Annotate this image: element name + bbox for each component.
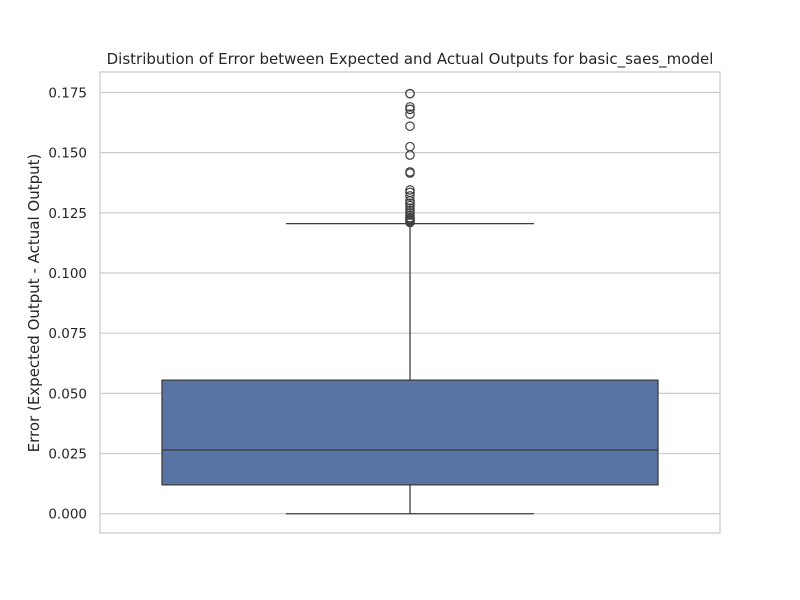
y-axis-label: Error (Expected Output - Actual Output) (25, 154, 43, 453)
y-tick-label: 0.050 (48, 386, 87, 402)
outlier-point (405, 88, 415, 99)
y-tick-label: 0.025 (48, 447, 87, 463)
outlier-point (405, 185, 415, 195)
outlier-point (405, 200, 415, 211)
outlier-point (405, 104, 415, 115)
plot-frame (99, 71, 721, 534)
y-tick-label: 0.175 (48, 85, 87, 101)
outlier-point (405, 187, 415, 198)
outlier-point (405, 210, 415, 221)
outlier-point (405, 102, 415, 112)
chart-title: Distribution of Error between Expected a… (107, 50, 714, 69)
y-tick-label: 0.000 (48, 507, 87, 523)
outlier-point (405, 191, 415, 201)
outlier-points (405, 88, 415, 228)
y-axis-ticks: 0.000 0.025 0.050 0.075 0.100 0.125 0.150 0.175 (48, 85, 87, 522)
outlier-point (405, 121, 415, 131)
interquartile-box (161, 379, 659, 486)
box-plot (161, 223, 659, 515)
outlier-point (405, 198, 415, 208)
outlier-point (405, 167, 415, 177)
y-tick-label: 0.125 (48, 206, 87, 222)
outlier-point (405, 203, 415, 213)
outlier-point (405, 205, 415, 216)
outlier-point (405, 208, 415, 218)
y-tick-label: 0.100 (48, 266, 87, 282)
y-tick-label: 0.075 (48, 326, 87, 342)
y-tick-label: 0.150 (48, 146, 87, 162)
outlier-point (405, 109, 415, 119)
outlier-point (405, 141, 415, 152)
outlier-point (405, 212, 415, 223)
